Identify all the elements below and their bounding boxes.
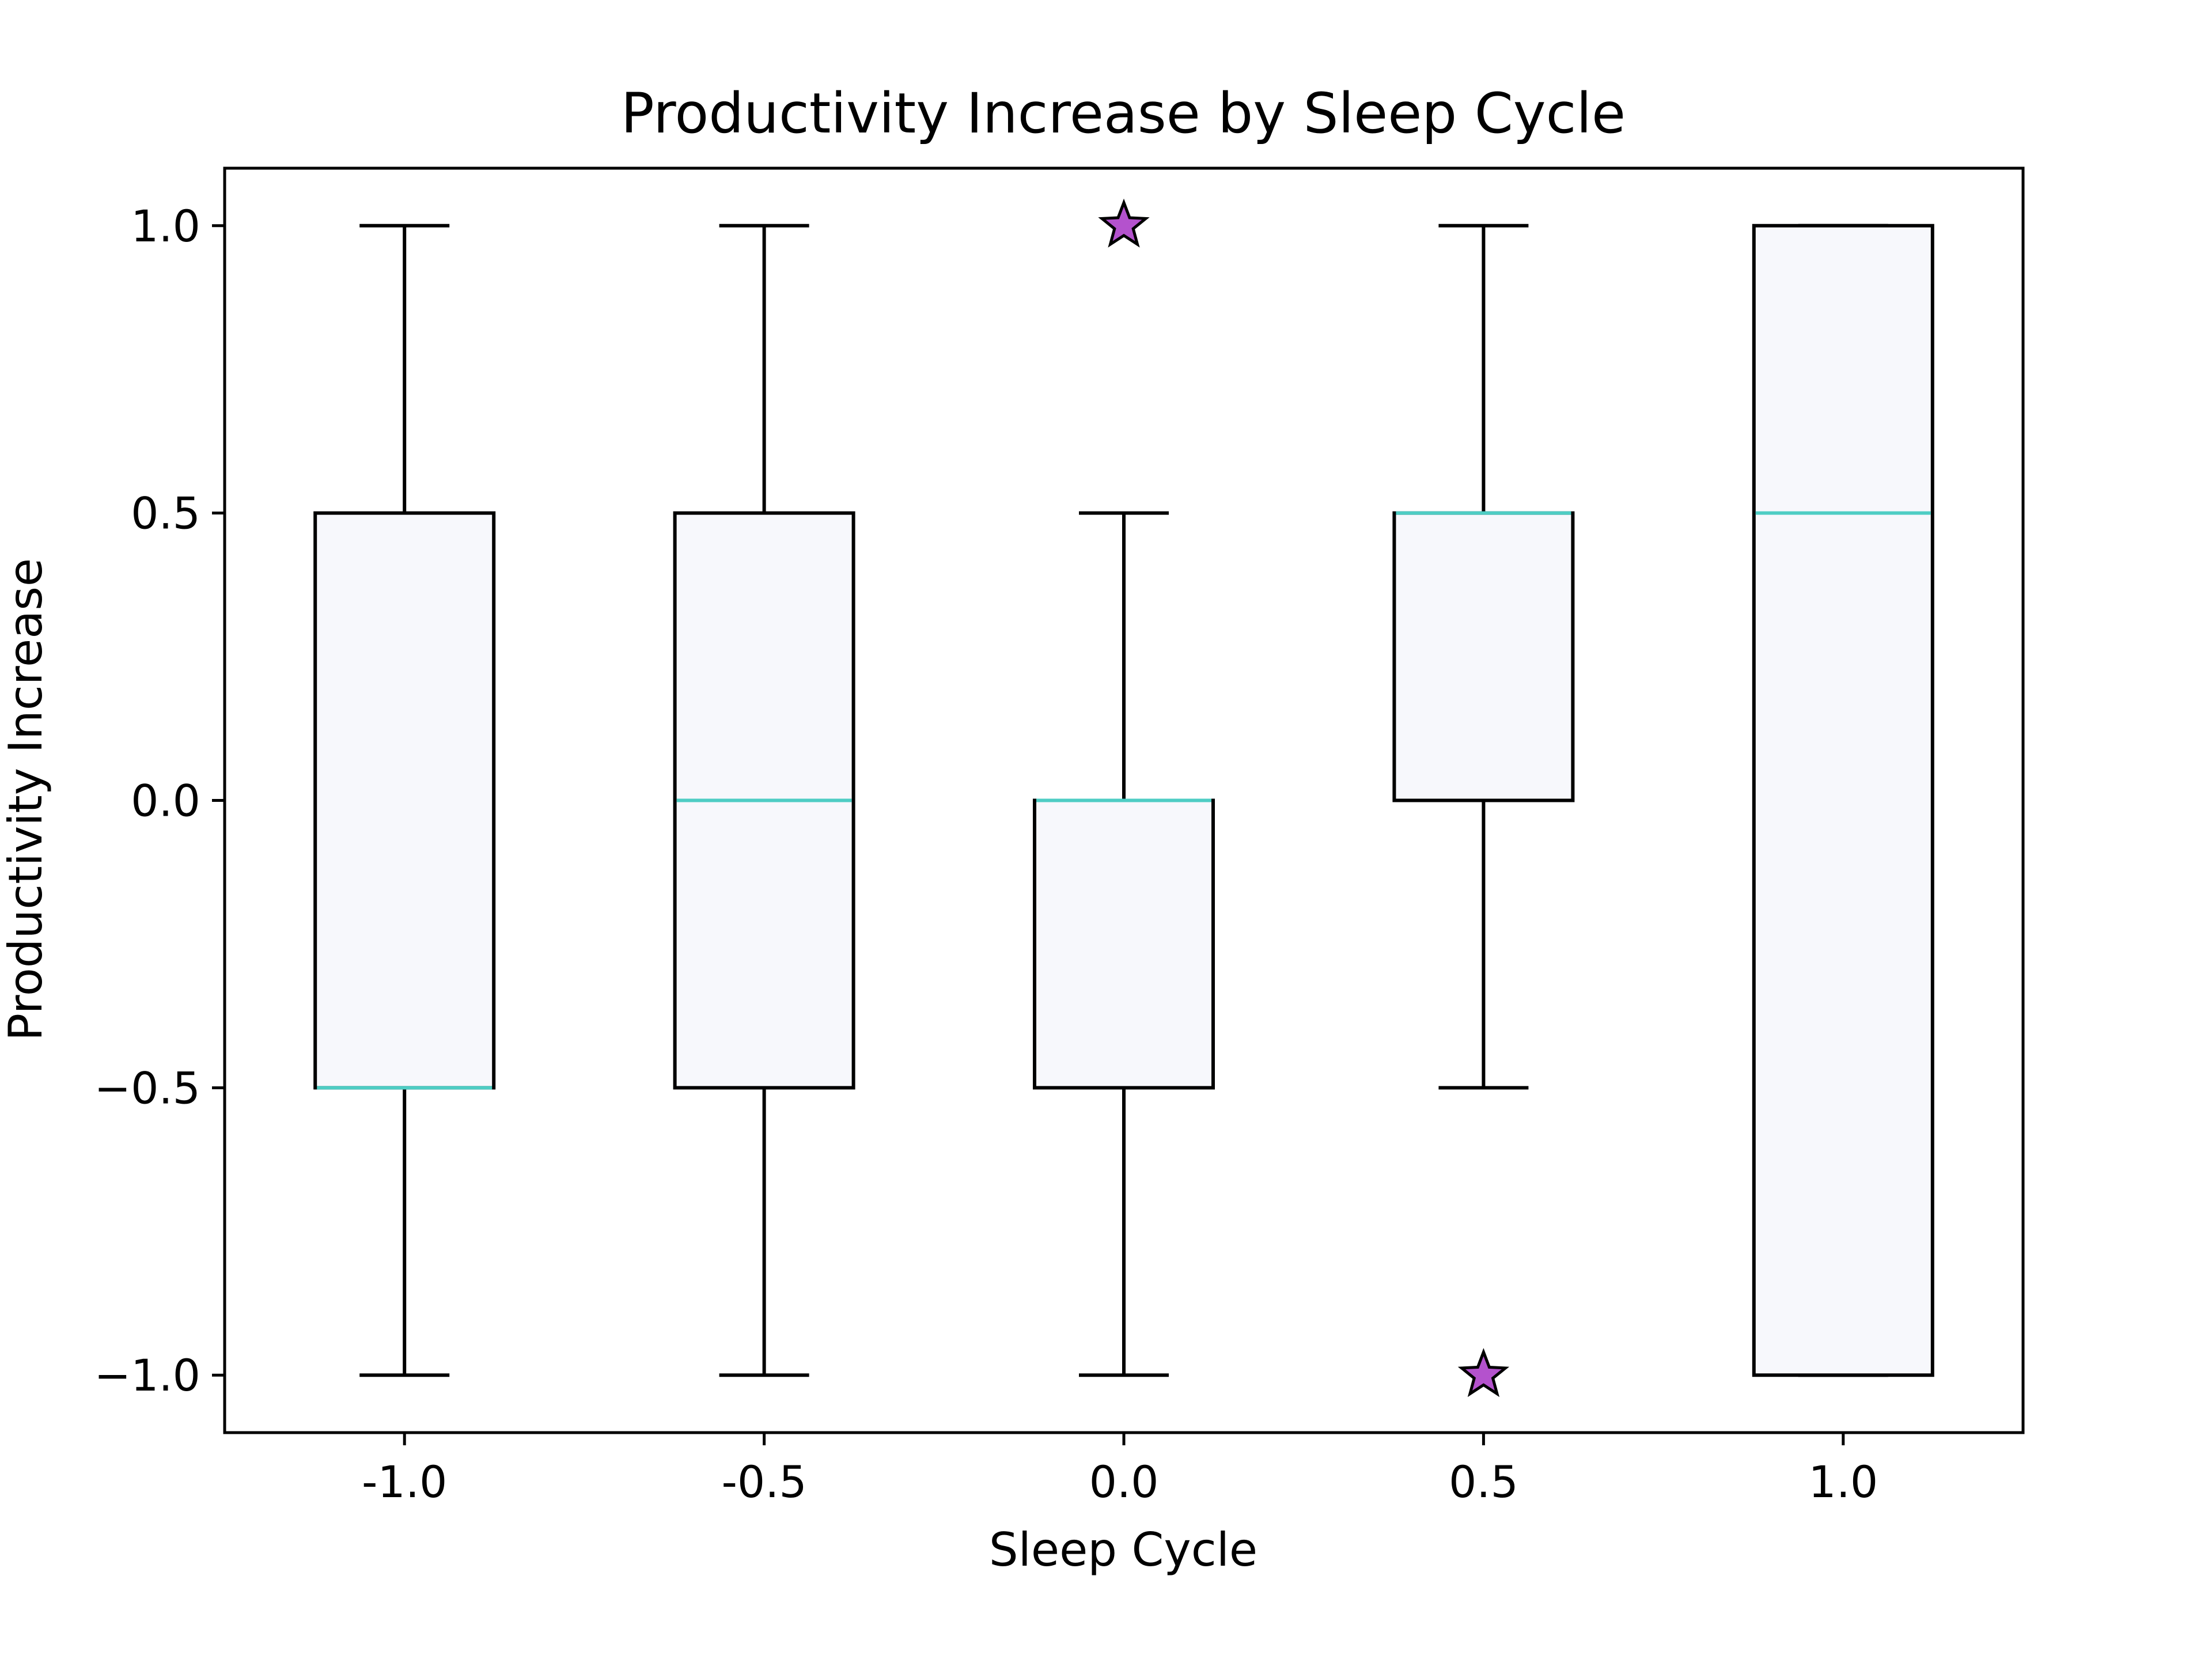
box-group--1.0: [313, 224, 496, 1377]
box-iqr: [313, 511, 496, 1090]
x-tick-label: -1.0: [362, 1456, 447, 1508]
plot-area: [313, 198, 1934, 1397]
x-tick-label: -0.5: [721, 1456, 806, 1508]
box-group-0.0: [1033, 198, 1215, 1377]
box-iqr: [1752, 224, 1934, 1377]
box-iqr: [1392, 511, 1575, 802]
x-axis-label: Sleep Cycle: [989, 1523, 1257, 1577]
y-tick-label: −0.5: [94, 1062, 200, 1113]
y-tick-label: −1.0: [94, 1350, 200, 1401]
chart-title: Productivity Increase by Sleep Cycle: [621, 81, 1626, 146]
box-group-1.0: [1752, 224, 1934, 1377]
x-tick-label: 1.0: [1808, 1456, 1878, 1508]
axes: 1.0 0.5 0.0 −0.5 −1.0 -1.0 -0.5 0.0 0.5 1.0: [94, 200, 1878, 1508]
outlier-star-icon: [1098, 198, 1150, 248]
box-group--0.5: [673, 224, 855, 1377]
y-tick-label: 0.0: [131, 775, 200, 827]
y-axis-label: Productivity Increase: [0, 558, 52, 1041]
y-tick-label: 1.0: [131, 200, 200, 252]
x-tick-label: 0.0: [1089, 1456, 1159, 1508]
outlier-star-icon: [1457, 1348, 1510, 1397]
x-tick-label: 0.5: [1449, 1456, 1518, 1508]
y-tick-label: 0.5: [131, 488, 200, 539]
box-iqr: [1033, 798, 1215, 1090]
box-group-0.5: [1392, 224, 1575, 1397]
